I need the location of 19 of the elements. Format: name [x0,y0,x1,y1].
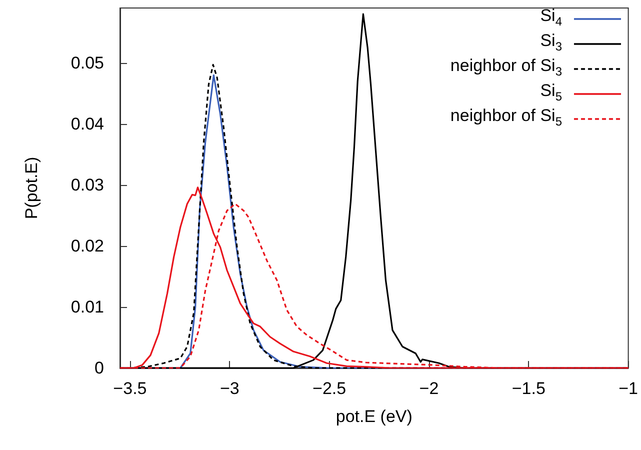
legend-label: Si$_{3}$ [540,30,562,56]
y-tick-label: 0.03 [70,175,104,194]
legend-label: Si$_{5}$ [540,80,562,106]
x-axis-title: pot.E (eV) [336,407,412,426]
legend-label: Si$_{4}$ [540,6,562,30]
y-tick-label: 0 [94,358,104,378]
legend-label: neighbor of Si$_{5}$ [450,106,562,130]
x-tick-label: −2 [419,379,439,398]
x-tick-label: −1.5 [512,379,546,398]
x-tick-label: −3.5 [113,379,147,398]
y-tick-label: 0.02 [70,236,104,256]
x-tick-label: −1 [618,379,638,398]
y-tick-label: 0.01 [70,297,104,316]
y-tick-label: 0.04 [70,114,104,134]
y-axis-title: P(pot.E) [22,156,41,220]
y-tick-label: 0.05 [70,53,104,72]
x-tick-label: −2.5 [312,379,346,398]
x-tick-label: −3 [220,379,240,398]
legend-label: neighbor of Si$_{3}$ [450,56,562,80]
